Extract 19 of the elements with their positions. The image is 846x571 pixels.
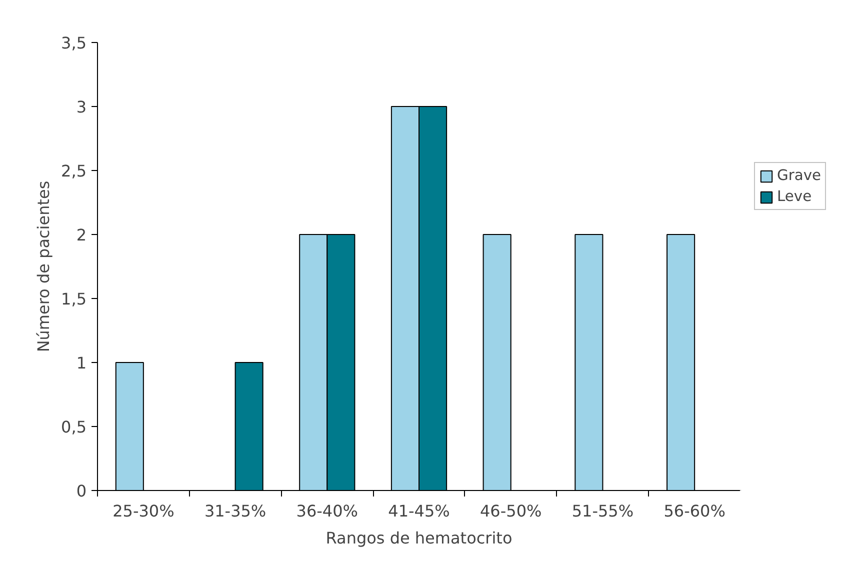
x-tick-label: 25-30% bbox=[112, 502, 174, 520]
legend-label: Leve bbox=[777, 188, 812, 205]
y-tick-label: 1 bbox=[76, 354, 87, 372]
x-tick-label: 41-45% bbox=[388, 502, 450, 520]
x-tick-label: 31-35% bbox=[204, 502, 266, 520]
y-tick-label: 1,5 bbox=[61, 290, 87, 308]
y-tick-label: 0 bbox=[76, 482, 87, 500]
y-tick-label: 3,5 bbox=[61, 34, 87, 52]
x-tick-label: 51-55% bbox=[572, 502, 634, 520]
y-tick-label: 2,5 bbox=[61, 162, 87, 180]
y-axis-title: Número de pacientes bbox=[34, 180, 54, 352]
x-tick-label: 36-40% bbox=[296, 502, 358, 520]
x-tick-label: 56-60% bbox=[664, 502, 726, 520]
y-tick-label: 3 bbox=[76, 98, 87, 116]
x-axis-title: Rangos de hematocrito bbox=[326, 528, 512, 548]
y-tick-label: 0,5 bbox=[61, 418, 87, 436]
legend-label: Grave bbox=[777, 167, 822, 184]
y-tick-label: 2 bbox=[76, 226, 87, 244]
x-tick-label: 46-50% bbox=[480, 502, 542, 520]
